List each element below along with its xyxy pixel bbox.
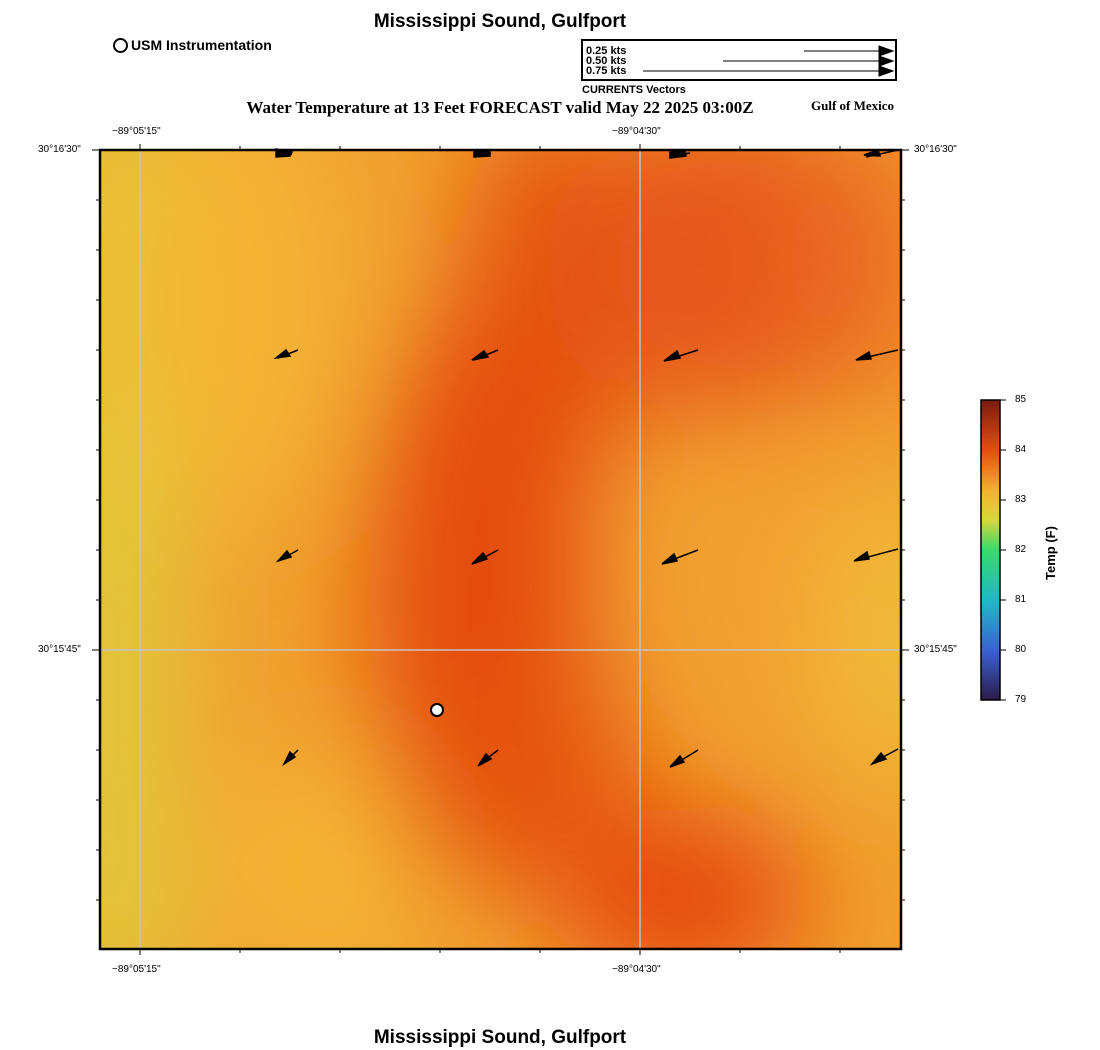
vector-legend-box: 0.25 kts 0.50 kts 0.75 kts: [581, 39, 897, 81]
legend-arrowhead-icon: [878, 45, 895, 57]
station-marker-icon: [113, 37, 128, 53]
current-arrow-icon: [471, 549, 499, 565]
vector-legend-caption: CURRENTS Vectors: [582, 84, 686, 96]
current-arrow-icon: [869, 748, 899, 766]
legend-arrowhead-icon: [878, 55, 895, 67]
legend-arrowhead-icon: [878, 65, 895, 77]
colorbar-tick-label: 83: [1015, 494, 1027, 505]
colorbar-tick-label: 80: [1015, 644, 1027, 655]
temperature-field: [100, 150, 901, 949]
station-legend: USM Instrumentation: [113, 37, 272, 53]
current-arrow-icon: [282, 749, 299, 767]
frame-ticks: [92, 144, 909, 955]
current-arrow-icon: [661, 549, 699, 565]
lat-tick-label: 30°15'45": [914, 644, 957, 655]
colorbar-tick-label: 85: [1015, 394, 1027, 405]
lon-tick-label: −89°05'15": [112, 126, 161, 137]
colorbar-tick-label: 79: [1015, 694, 1027, 705]
current-arrow-icon: [855, 349, 899, 361]
colorbar: [980, 399, 1001, 701]
station-marker-icon[interactable]: [430, 703, 444, 717]
footer-title: Mississippi Sound, Gulfport: [373, 1027, 627, 1048]
current-arrow-icon: [471, 349, 499, 361]
vector-legend-label: 0.50 kts: [586, 55, 627, 67]
graticule: [100, 150, 901, 949]
current-arrow-icon: [273, 348, 299, 360]
colorbar-tick-label: 81: [1015, 594, 1027, 605]
current-arrow-icon: [275, 549, 299, 563]
current-arrow-icon: [669, 749, 699, 768]
region-label: Gulf of Mexico: [811, 98, 895, 113]
vector-legend-label: 0.75 kts: [586, 65, 627, 77]
lat-tick-label: 30°16'30": [914, 144, 957, 155]
map-title: Mississippi Sound, Gulfport: [373, 11, 627, 32]
vector-legend-arrows: [643, 45, 895, 77]
map-subtitle: Water Temperature at 13 Feet FORECAST va…: [246, 98, 754, 117]
colorbar-tick-label: 82: [1015, 544, 1027, 555]
current-arrow-icon: [663, 349, 699, 362]
vector-legend-label: 0.25 kts: [586, 45, 627, 57]
lat-tick-label: 30°15'45": [38, 644, 81, 655]
current-arrow-icon: [669, 150, 691, 159]
colorbar-ticks: [1000, 399, 1006, 701]
current-arrow-icon: [473, 149, 491, 158]
station-legend-label: USM Instrumentation: [131, 37, 272, 53]
lon-tick-label: −89°05'15": [112, 964, 161, 975]
current-arrow-icon: [853, 548, 899, 562]
current-arrow-icon: [477, 749, 499, 767]
lat-tick-label: 30°16'30": [38, 144, 81, 155]
lon-tick-label: −89°04'30": [612, 126, 661, 137]
colorbar-title: Temp (F): [1043, 526, 1058, 580]
lon-tick-label: −89°04'30": [612, 964, 661, 975]
colorbar-tick-label: 84: [1015, 444, 1027, 455]
